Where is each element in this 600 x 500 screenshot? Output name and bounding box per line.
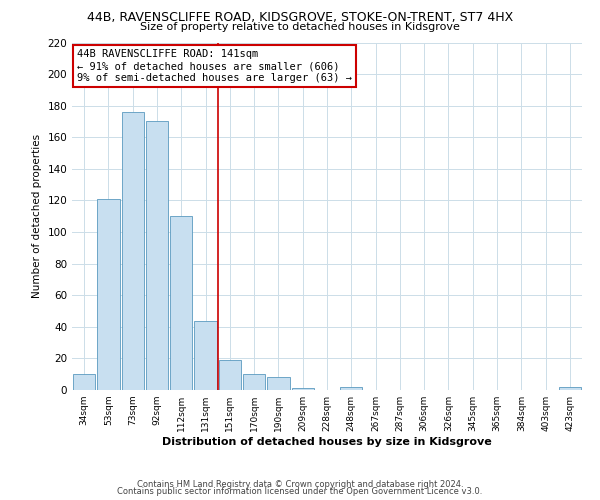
Bar	[559, 387, 581, 390]
Bar	[340, 387, 362, 390]
Text: Contains public sector information licensed under the Open Government Licence v3: Contains public sector information licen…	[118, 487, 482, 496]
Text: 44B RAVENSCLIFFE ROAD: 141sqm
← 91% of detached houses are smaller (606)
9% of s: 44B RAVENSCLIFFE ROAD: 141sqm ← 91% of d…	[77, 50, 352, 82]
Bar	[243, 374, 265, 390]
Bar	[97, 199, 119, 390]
Bar	[170, 216, 193, 390]
Bar	[267, 378, 290, 390]
Bar	[122, 112, 144, 390]
X-axis label: Distribution of detached houses by size in Kidsgrove: Distribution of detached houses by size …	[162, 437, 492, 447]
Bar	[194, 320, 217, 390]
Y-axis label: Number of detached properties: Number of detached properties	[32, 134, 42, 298]
Bar	[292, 388, 314, 390]
Text: 44B, RAVENSCLIFFE ROAD, KIDSGROVE, STOKE-ON-TRENT, ST7 4HX: 44B, RAVENSCLIFFE ROAD, KIDSGROVE, STOKE…	[87, 11, 513, 24]
Bar	[218, 360, 241, 390]
Bar	[73, 374, 95, 390]
Bar	[146, 122, 168, 390]
Text: Size of property relative to detached houses in Kidsgrove: Size of property relative to detached ho…	[140, 22, 460, 32]
Text: Contains HM Land Registry data © Crown copyright and database right 2024.: Contains HM Land Registry data © Crown c…	[137, 480, 463, 489]
